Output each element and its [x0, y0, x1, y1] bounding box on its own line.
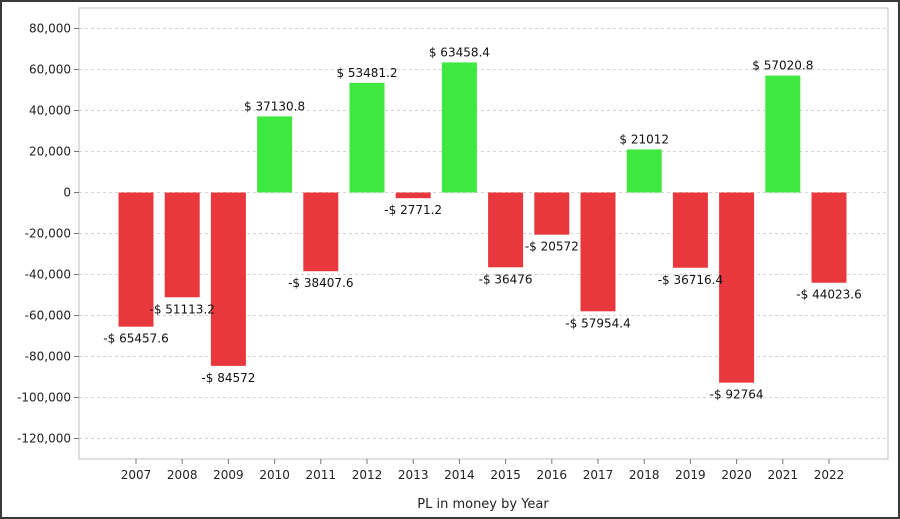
- bar-2008: [164, 192, 200, 298]
- x-tick-label: 2014: [444, 468, 475, 482]
- x-tick-label: 2011: [306, 468, 337, 482]
- bar-2014: [441, 62, 477, 193]
- bar-2018: [626, 149, 662, 193]
- data-label-2011: -$ 38407.6: [288, 276, 353, 290]
- bar-2019: [672, 192, 708, 268]
- y-tick-label: -120,000: [17, 432, 71, 446]
- y-tick-label: 20,000: [29, 145, 71, 159]
- x-tick-label: 2022: [814, 468, 845, 482]
- x-tick-label: 2009: [213, 468, 244, 482]
- y-tick-label: 0: [63, 186, 71, 200]
- bar-2020: [719, 192, 755, 383]
- data-label-2007: -$ 65457.6: [103, 332, 168, 346]
- x-tick-label: 2010: [259, 468, 290, 482]
- y-tick-label: -40,000: [25, 268, 71, 282]
- y-tick-label: -80,000: [25, 350, 71, 364]
- bar-2012: [349, 82, 385, 193]
- data-label-2009: -$ 84572: [201, 371, 255, 385]
- data-label-2016: -$ 20572: [525, 240, 579, 254]
- y-tick-label: -20,000: [25, 227, 71, 241]
- x-axis-title: PL in money by Year: [417, 497, 549, 512]
- x-tick-label: 2020: [721, 468, 752, 482]
- bar-2016: [534, 192, 570, 235]
- data-label-2021: $ 57020.8: [752, 59, 813, 73]
- data-label-2012: $ 53481.2: [336, 66, 397, 80]
- bar-2022: [811, 192, 847, 283]
- x-tick-label: 2013: [398, 468, 429, 482]
- x-tick-label: 2017: [583, 468, 614, 482]
- x-tick-label: 2018: [629, 468, 660, 482]
- bar-2007: [118, 192, 154, 327]
- data-label-2020: -$ 92764: [710, 388, 764, 402]
- x-tick-label: 2015: [490, 468, 521, 482]
- data-label-2017: -$ 57954.4: [565, 316, 630, 330]
- x-tick-label: 2021: [768, 468, 799, 482]
- x-tick-label: 2007: [121, 468, 152, 482]
- data-label-2010: $ 37130.8: [244, 99, 305, 113]
- x-tick-label: 2012: [352, 468, 383, 482]
- bar-2010: [257, 116, 293, 193]
- y-axis: 80,000 60,000 40,000 20,000 0 -20,000 -40,000 -…: [17, 22, 79, 446]
- data-label-2008: -$ 51113.2: [149, 302, 214, 316]
- y-tick-label: -60,000: [25, 309, 71, 323]
- data-label-2014: $ 63458.4: [429, 45, 490, 59]
- y-tick-label: 80,000: [29, 22, 71, 36]
- bar-2021: [765, 75, 801, 193]
- y-tick-label: 40,000: [29, 104, 71, 118]
- x-tick-label: 2019: [675, 468, 706, 482]
- data-label-2018: $ 21012: [619, 132, 669, 146]
- data-labels: -$ 65457.6 -$ 51113.2 -$ 84572 $ 37130.8 -$ …: [103, 45, 861, 401]
- x-tick-label: 2008: [167, 468, 198, 482]
- bar-2013: [395, 192, 431, 199]
- y-tick-label: 60,000: [29, 63, 71, 77]
- data-label-2013: -$ 2771.2: [384, 203, 442, 217]
- bar-2015: [488, 192, 524, 268]
- bar-2017: [580, 192, 616, 312]
- x-tick-label: 2016: [537, 468, 568, 482]
- bars: [118, 62, 847, 383]
- x-axis: 2007 2008 2009 2010 2011 2012 2013 2014 2015 2016…: [121, 459, 845, 482]
- bar-2011: [303, 192, 339, 272]
- data-label-2019: -$ 36716.4: [658, 273, 723, 287]
- data-label-2015: -$ 36476: [479, 272, 533, 286]
- y-tick-label: -100,000: [17, 391, 71, 405]
- bar-2009: [210, 192, 246, 366]
- data-label-2022: -$ 44023.6: [796, 288, 861, 302]
